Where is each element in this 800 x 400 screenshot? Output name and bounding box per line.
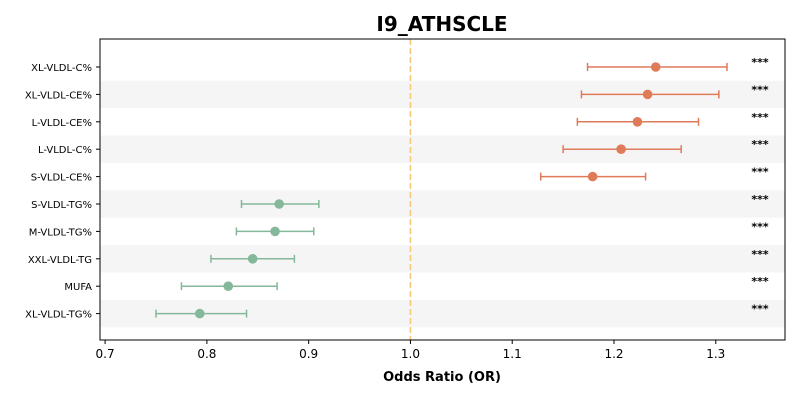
row-stripe: [100, 245, 785, 273]
y-tick-label: XL-VLDL-CE%: [25, 90, 92, 101]
x-tick-label: 1.3: [706, 347, 725, 361]
x-axis-label: Odds Ratio (OR): [383, 370, 501, 385]
x-tick-label: 0.8: [197, 347, 216, 361]
y-tick-label: S-VLDL-CE%: [31, 173, 92, 184]
y-tick-label: XL-VLDL-C%: [31, 63, 92, 74]
or-point: [270, 226, 280, 237]
significance-label: ***: [751, 56, 769, 69]
or-point: [642, 89, 653, 100]
row-stripes: [100, 80, 785, 328]
or-point: [274, 199, 284, 209]
chart-title: I9_ATHSCLE: [376, 12, 507, 36]
x-tick-label: 1.2: [604, 347, 623, 361]
significance-label: ***: [751, 275, 769, 288]
significance-label: ***: [751, 303, 769, 316]
y-tick-label: M-VLDL-TG%: [29, 227, 92, 238]
y-tick-label: XXL-VLDL-TG: [28, 255, 92, 266]
significance-label: ***: [751, 248, 769, 261]
or-point: [632, 117, 643, 127]
x-tick-label: 1.1: [503, 347, 522, 361]
plot-frame: [99, 38, 786, 341]
significance-label: ***: [751, 83, 769, 96]
y-tick-label: XL-VLDL-TG%: [25, 310, 92, 321]
x-tick-label: 1.0: [401, 347, 420, 361]
or-point: [194, 308, 205, 319]
significance-label: ***: [751, 111, 769, 124]
row-stripe: [100, 135, 785, 163]
y-tick-label: S-VLDL-TG%: [31, 200, 92, 211]
or-point: [587, 171, 598, 182]
x-tick-label: 0.7: [96, 347, 115, 361]
y-tick-label: L-VLDL-C%: [38, 145, 92, 156]
x-axis: 0.7 0.8 0.9 1.0 1.1 1.2 1.3: [96, 340, 725, 361]
y-tick-label: L-VLDL-CE%: [32, 118, 92, 129]
plot-marks: *** *** *** *** *** *** *** *** *** ***: [155, 56, 769, 319]
significance-label: ***: [751, 166, 769, 179]
y-tick-label: MUFA: [64, 282, 92, 293]
significance-label: ***: [751, 193, 769, 206]
or-point: [247, 253, 258, 264]
significance-label: ***: [751, 220, 769, 233]
row-stripe: [100, 190, 785, 218]
x-tick-label: 0.9: [299, 347, 318, 361]
or-point: [223, 281, 234, 292]
y-axis: XL-VLDL-C% XL-VLDL-CE% L-VLDL-CE% L-VLDL-C%…: [25, 63, 100, 321]
or-point: [616, 144, 626, 154]
or-point: [650, 62, 661, 72]
significance-label: ***: [751, 138, 769, 151]
